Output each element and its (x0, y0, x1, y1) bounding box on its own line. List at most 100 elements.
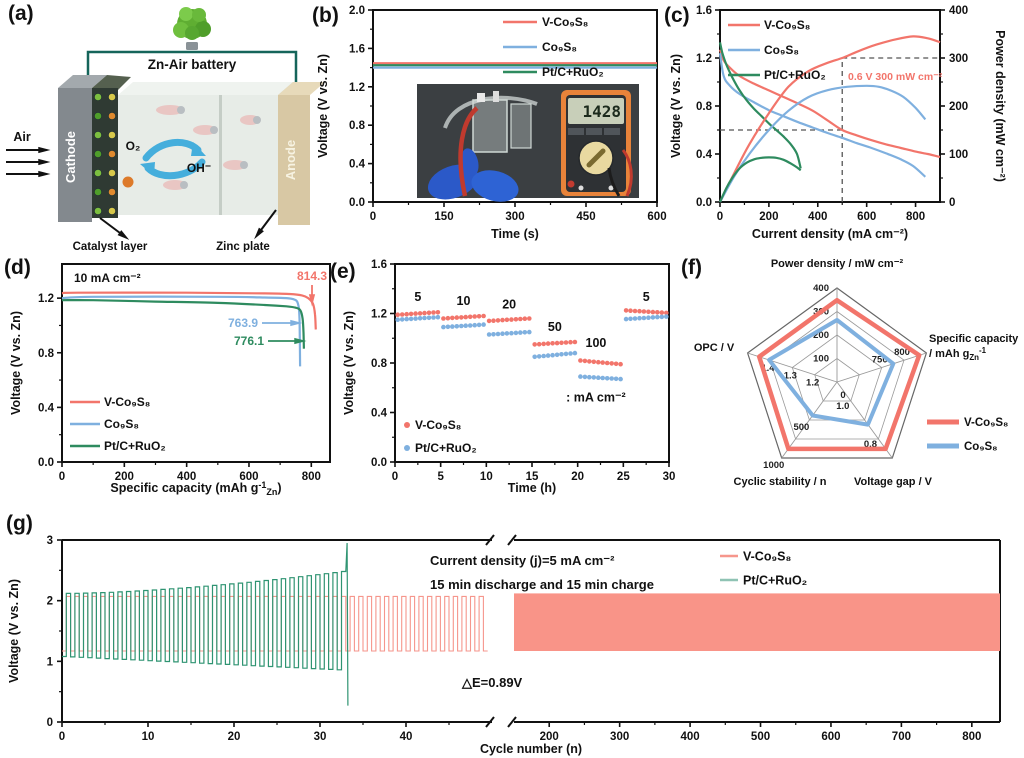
panel-d-capacity-chart: 0 200 400 600 800 0.0 0.4 0.8 1.2 Voltage (V vs. … (0, 252, 340, 504)
x-tick-label: 800 (302, 471, 321, 483)
y-tick-label: 0.0 (696, 197, 712, 209)
rate-dot-1 (518, 330, 523, 335)
arrowhead (38, 158, 51, 166)
rate-dot-1 (641, 315, 647, 321)
y-tick-label: 1.6 (371, 259, 387, 271)
ion-particle (253, 116, 261, 124)
rate-dot-1 (513, 330, 519, 336)
radar-chart: 01002003004007508001.00.850010001.21.31.… (694, 258, 1019, 488)
rate-dot-1 (650, 315, 656, 320)
capacity-vcos: 814.3 (297, 269, 327, 283)
x-tick-label: 800 (962, 731, 981, 743)
x-tick-label: 0 (370, 211, 376, 223)
rate-chart: 0 5 10 15 20 25 30 0.0 0.4 0.8 1.2 1.6 Voltage (V vs… (342, 259, 675, 495)
axis-break-mark (507, 534, 517, 546)
legend-label: Co₉S₈ (764, 43, 799, 57)
rate-dot-1 (459, 323, 464, 329)
x-tick-label: 0 (59, 471, 65, 483)
rate-dot-1 (472, 322, 477, 328)
o2-label: O₂ (126, 139, 141, 153)
panel-d-letter: (d) (4, 256, 31, 279)
rate-dot-0 (596, 359, 601, 365)
x-tick-label: 10 (480, 471, 493, 483)
rate-dot-0 (426, 310, 432, 316)
rate-dot-0 (628, 308, 633, 313)
rate-dot-1 (532, 354, 537, 360)
x-tick-label: 15 (526, 471, 539, 483)
rate-dot-1 (600, 375, 605, 381)
rate-dot-1 (572, 350, 578, 356)
y-tick-label: 0.8 (696, 101, 713, 113)
x-tick-label: 10 (142, 731, 155, 743)
legend-label: Pt/C+RuO₂ (104, 439, 166, 453)
y-tick-label: 1.2 (38, 293, 54, 305)
circuit-wire (86, 50, 298, 92)
radar-tick-label: 750 (872, 354, 888, 365)
rate-dot-0 (554, 340, 560, 346)
radar-tick-label: 100 (813, 354, 829, 365)
rate-dot-0 (609, 361, 614, 366)
panel-c-letter: (c) (664, 4, 690, 27)
radar-spoke (781, 381, 838, 459)
y-tick-label: 0.4 (38, 402, 55, 414)
ion-particle (177, 106, 185, 114)
arrowhead (117, 230, 130, 240)
rate-dot-0 (637, 308, 642, 314)
legend-label: Pt/C+RuO₂ (743, 574, 807, 588)
rate-label: 5 (643, 290, 650, 304)
catalyst-particle (122, 176, 134, 188)
rate-dot-1 (659, 314, 665, 320)
rate-dot-0 (454, 315, 460, 320)
legend-label: Pt/C+RuO₂ (542, 65, 604, 79)
rate-dot-1 (550, 352, 555, 358)
cathode-top (58, 75, 107, 88)
x-axis-label: Current density (mA cm⁻²) (752, 227, 908, 241)
rate-dot-0 (522, 316, 528, 321)
panel-a-letter: (a) (8, 2, 34, 25)
rate-dot-1 (413, 316, 418, 321)
catalyst-sphere (94, 93, 102, 101)
catalyst-sphere (108, 169, 116, 177)
radar-tick-label: 200 (813, 330, 829, 341)
rate-dot-1 (481, 322, 486, 327)
rate-dot-1 (408, 316, 414, 322)
radar-tick-label: 1.4 (761, 363, 775, 374)
x-axis-label: Cycle number (n) (480, 742, 582, 756)
y-tick-label: 0.4 (349, 159, 366, 171)
y2-tick-label: 200 (949, 101, 968, 113)
x-axis-label: Specific capacity (mAh g-1Zn) (110, 480, 281, 497)
rate-dot-1 (591, 375, 597, 380)
delta-e-annotation: △E=0.89V (461, 675, 523, 690)
polarization-chart: 0 200 400 600 800 0.0 0.4 0.8 1.2 1.6 0 100 200 300 40… (669, 5, 1007, 241)
rate-dot-0 (550, 341, 555, 346)
rate-dot-1 (399, 317, 405, 322)
condition-line1: Current density (j)=5 mA cm⁻² (430, 553, 615, 568)
tree-bulb-icon (192, 8, 206, 22)
rate-dot-0 (541, 341, 546, 347)
rate-dot-0 (404, 311, 409, 317)
y-tick-label: 1.6 (349, 43, 365, 55)
legend-label: V-Co₉S₈ (542, 15, 588, 29)
series-line-0 (61, 291, 317, 330)
y-tick-label: 0.4 (696, 149, 713, 161)
legend-label: Co₉S₈ (104, 417, 139, 431)
rate-dot-1 (628, 316, 633, 322)
rate-dot-0 (646, 309, 651, 315)
legend-label: V-Co₉S₈ (104, 395, 150, 409)
y-tick-label: 1.2 (696, 53, 712, 65)
rate-dot-0 (476, 314, 482, 319)
rate-dot-0 (545, 341, 551, 346)
x-tick-label: 150 (434, 211, 453, 223)
panel-e-letter: (e) (330, 260, 356, 283)
catalyst-sphere (108, 93, 116, 101)
rate-dot-1 (495, 331, 501, 337)
x-tick-label: 400 (177, 471, 196, 483)
rate-dot-0 (431, 310, 436, 315)
y-axis-label: Voltage (V vs. Zn) (9, 311, 23, 415)
rate-dot-0 (578, 358, 583, 363)
series-line-2 (61, 299, 305, 349)
zinc-plate-label: Zinc plate (216, 241, 270, 252)
rate-dot-1 (618, 376, 623, 382)
rate-dot-0 (422, 310, 427, 316)
anode-label: Anode (283, 140, 298, 180)
